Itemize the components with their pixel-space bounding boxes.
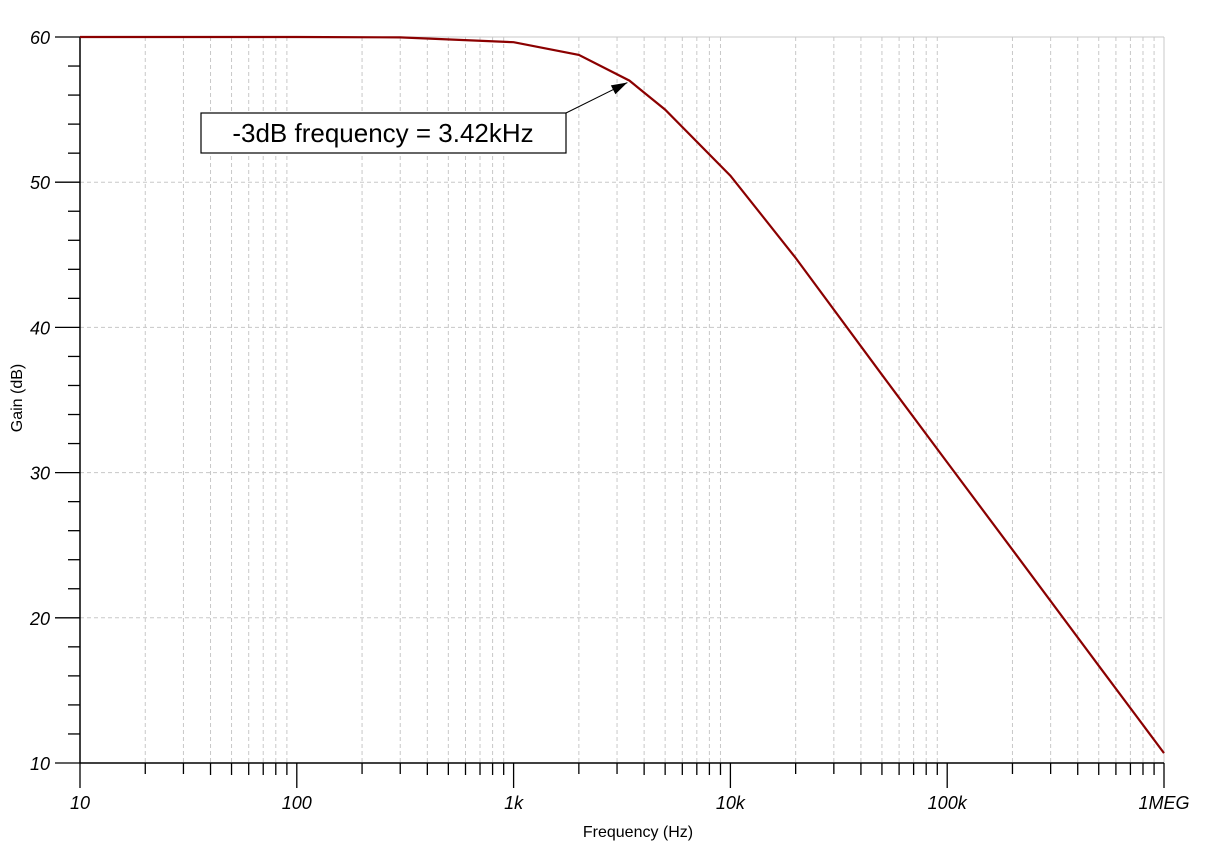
gain-series-line xyxy=(80,35,1165,754)
annotation-text: -3dB frequency = 3.42kHz xyxy=(232,118,533,148)
y-tick-label: 50 xyxy=(30,173,50,193)
x-axis-label: Frequency (Hz) xyxy=(583,824,693,841)
y-axis-label: Gain (dB) xyxy=(9,364,26,432)
y-tick-label: 30 xyxy=(30,464,50,484)
annotation-box xyxy=(200,112,567,154)
x-tick-label: 100k xyxy=(928,793,968,813)
grid xyxy=(80,37,1164,763)
y-tick-label: 60 xyxy=(30,28,50,48)
y-tick-label: 20 xyxy=(29,609,50,629)
tick-labels: 10 100 1k 10k 100k 1MEG 10 20 30 40 50 60 xyxy=(29,28,1190,813)
x-tick-label: 10k xyxy=(716,793,746,813)
x-tick-label: 1MEG xyxy=(1138,793,1189,813)
x-tick-label: 1k xyxy=(504,793,524,813)
x-tick-label: 10 xyxy=(70,793,90,813)
annotation-arrowhead xyxy=(610,82,628,95)
annotation: -3dB frequency = 3.42kHz xyxy=(200,82,628,154)
x-tick-label: 100 xyxy=(282,793,312,813)
y-tick-label: 10 xyxy=(30,754,50,774)
y-tick-label: 40 xyxy=(30,318,50,338)
